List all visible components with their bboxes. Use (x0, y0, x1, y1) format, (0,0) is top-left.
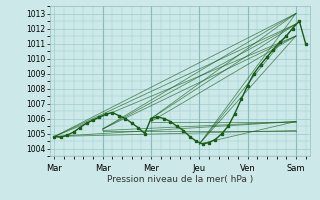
X-axis label: Pression niveau de la mer( hPa ): Pression niveau de la mer( hPa ) (107, 175, 253, 184)
